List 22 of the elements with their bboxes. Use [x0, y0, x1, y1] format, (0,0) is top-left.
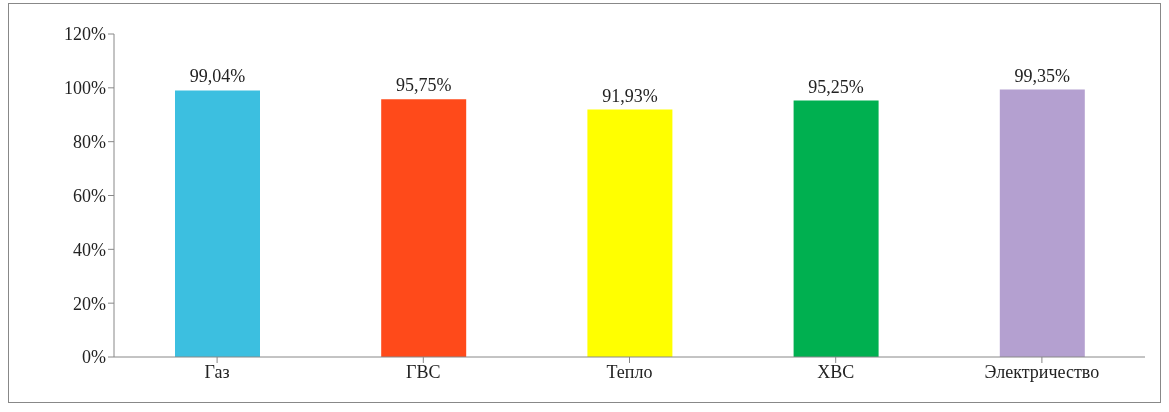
y-tick-label: 40% — [73, 239, 106, 260]
data-label: 99,04% — [189, 66, 246, 87]
bar — [175, 90, 260, 357]
y-tick-label: 100% — [64, 78, 106, 99]
y-tick-label: 0% — [82, 347, 106, 368]
data-label: 95,25% — [808, 76, 864, 97]
x-tick-label: Электричество — [984, 361, 1100, 382]
bar — [793, 100, 879, 357]
y-tick-label: 80% — [73, 132, 106, 153]
bar — [381, 99, 467, 357]
bar — [999, 89, 1085, 357]
x-tick-label: ХВС — [817, 361, 855, 382]
x-tick-label: ГВС — [406, 361, 441, 382]
data-label: 99,35% — [1014, 65, 1071, 86]
data-label: 91,93% — [602, 85, 658, 106]
bar — [587, 109, 673, 357]
x-tick-label: Газ — [204, 361, 230, 382]
x-tick-label: Тепло — [606, 361, 653, 382]
y-tick-label: 120% — [64, 24, 106, 45]
y-tick-label: 60% — [73, 185, 106, 206]
data-label: 95,75% — [395, 75, 452, 96]
y-tick-label: 20% — [73, 293, 106, 314]
